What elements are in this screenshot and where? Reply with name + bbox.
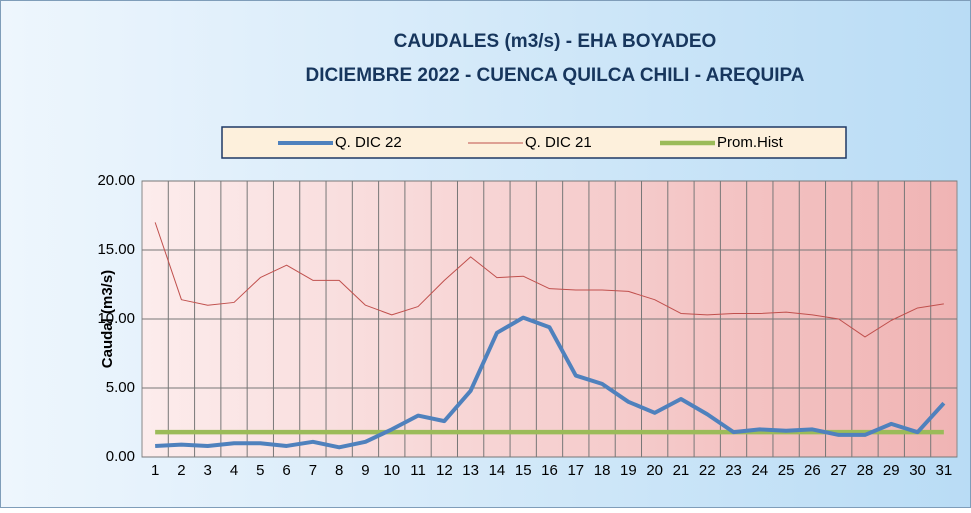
series-line <box>154 222 944 338</box>
x-tick-label: 17 <box>567 462 584 479</box>
x-tick-label: 24 <box>751 462 768 479</box>
x-tick-label: 26 <box>804 462 821 479</box>
x-tick-label: 27 <box>830 462 847 479</box>
y-tick-label: 20.00 <box>97 172 135 189</box>
y-tick-label: 15.00 <box>97 241 135 258</box>
x-tick-label: 16 <box>541 462 558 479</box>
y-tick-label: 10.00 <box>97 310 135 327</box>
legend-label: Q. DIC 21 <box>525 134 592 151</box>
x-tick-label: 22 <box>699 462 716 479</box>
x-tick-label: 19 <box>620 462 637 479</box>
x-tick-label: 31 <box>936 462 953 479</box>
x-tick-label: 12 <box>436 462 453 479</box>
x-tick-label: 25 <box>778 462 795 479</box>
x-tick-label: 5 <box>256 462 264 479</box>
legend-label: Q. DIC 22 <box>335 134 402 151</box>
chart-subtitle: DICIEMBRE 2022 - CUENCA QUILCA CHILI - A… <box>306 65 805 86</box>
series-line <box>155 315 946 450</box>
x-tick-label: 15 <box>515 462 532 479</box>
x-tick-label: 6 <box>282 462 290 479</box>
y-tick-label: 0.00 <box>106 448 135 465</box>
x-tick-label: 3 <box>204 462 212 479</box>
y-axis-label: Caudal (m3/s) <box>99 270 116 368</box>
x-tick-label: 29 <box>883 462 900 479</box>
x-tick-label: 18 <box>594 462 611 479</box>
chart-title: CAUDALES (m3/s) - EHA BOYADEO <box>394 31 717 52</box>
x-tick-label: 8 <box>335 462 343 479</box>
x-tick-label: 10 <box>383 462 400 479</box>
legend-label: Prom.Hist <box>717 134 784 151</box>
x-tick-label: 4 <box>230 462 238 479</box>
x-tick-label: 28 <box>857 462 874 479</box>
x-tick-label: 1 <box>151 462 159 479</box>
x-tick-label: 30 <box>909 462 926 479</box>
x-tick-label: 14 <box>489 462 506 479</box>
x-tick-label: 11 <box>410 462 426 479</box>
x-tick-label: 2 <box>177 462 185 479</box>
x-tick-label: 20 <box>646 462 663 479</box>
y-tick-label: 5.00 <box>106 379 135 396</box>
x-tick-label: 23 <box>725 462 742 479</box>
x-tick-label: 7 <box>309 462 317 479</box>
x-tick-label: 9 <box>361 462 369 479</box>
x-tick-label: 21 <box>673 462 690 479</box>
x-tick-label: 13 <box>462 462 479 479</box>
